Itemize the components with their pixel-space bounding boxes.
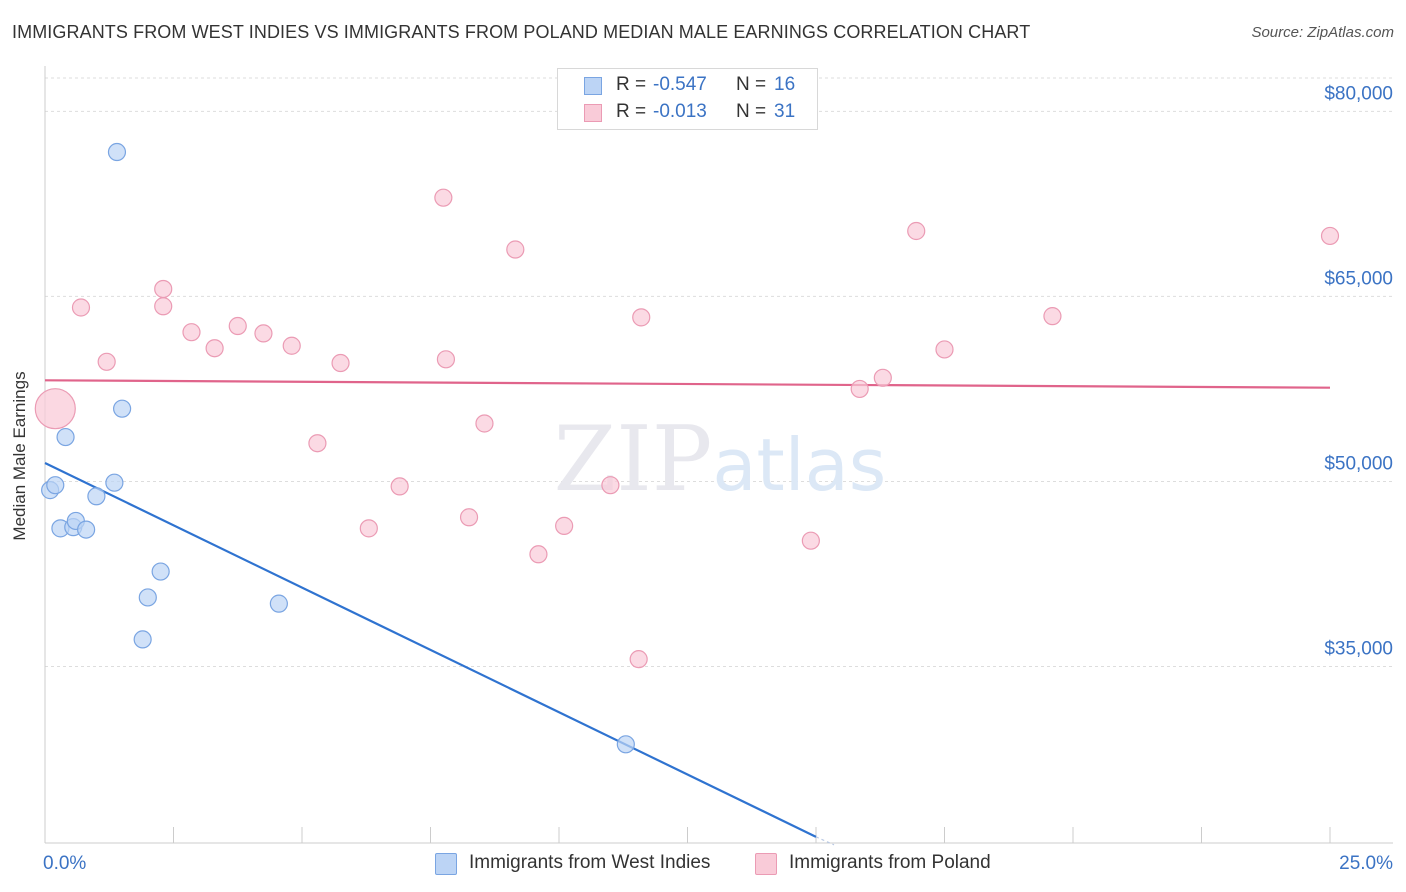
poland-point [632,308,651,327]
poland-point [228,316,247,336]
west-indies-point [151,562,170,581]
x-tick-label: 25.0% [1339,853,1393,874]
poland-point [34,388,76,430]
poland-point [205,339,224,358]
poland-point [475,414,494,433]
poland-point [907,221,926,241]
legend-label: Immigrants from Poland [789,852,991,873]
poland-point [629,650,648,669]
data-points [34,142,1340,754]
west-indies-point [269,594,288,613]
source-credit: Source: ZipAtlas.com [1251,24,1394,41]
legend-label: Immigrants from West Indies [469,852,711,873]
y-tick-label: $50,000 [1324,453,1393,474]
r-label: R = [616,74,647,95]
chart-title: IMMIGRANTS FROM WEST INDIES VS IMMIGRANT… [12,22,1031,42]
poland-point [434,188,453,207]
watermark-atlas: atlas [712,423,886,507]
poland-point [506,240,525,259]
n-label: N = [736,74,767,95]
west-indies-point [87,487,106,506]
r-value: -0.547 [653,74,707,95]
tick-labels: $35,000 $50,000 $65,000 $80,000 0.0% 25.0% [43,83,1393,874]
poland-point [308,434,327,453]
poland-point [71,298,91,317]
west-indies-point [77,520,96,539]
legend: Immigrants from West Indies Immigrants f… [0,852,1406,878]
y-axis-title: Median Male Earnings [10,371,29,541]
west-indies-trend-extension [815,836,835,846]
poland-legend-swatch [755,853,777,875]
west-indies-point [112,399,132,418]
axes [44,66,1393,844]
watermark-zip: ZIP [554,407,713,512]
west-indies-swatch [584,77,602,95]
n-value: 31 [774,101,796,122]
poland-point [254,324,273,343]
watermark: ZIPatlas [554,407,887,512]
west-indies-point [133,630,152,649]
west-indies-point [105,473,124,492]
poland-trend-line [44,379,1331,389]
poland-point [282,336,301,355]
trend-lines [44,379,1331,846]
r-label: R = [616,101,647,122]
poland-point [529,545,548,564]
west-indies-point [56,427,75,447]
poland-point [1320,226,1340,246]
stats-legend-box: R = -0.547 N = 16 R = -0.013 N = 31 [557,68,818,130]
poland-point [390,477,409,496]
west-indies-point [107,142,127,162]
poland-point [801,531,820,550]
poland-point [555,516,574,535]
y-tick-label: $65,000 [1324,268,1393,289]
poland-point [154,297,173,316]
west-indies-point [138,588,157,607]
n-label: N = [736,101,767,122]
r-value: -0.013 [653,101,707,122]
west-indies-point [46,476,65,495]
poland-point [873,368,892,387]
poland-point [182,323,201,342]
poland-point [436,350,456,369]
poland-point [359,519,378,538]
poland-point [935,340,954,359]
poland-point [601,476,620,495]
west-indies-point [616,735,635,754]
poland-point [97,352,116,371]
poland-point [850,379,869,399]
y-tick-label: $35,000 [1324,639,1393,660]
poland-swatch [584,104,602,122]
west-indies-trend-line [44,461,817,838]
poland-point [154,279,173,299]
poland-point [331,353,350,373]
poland-point [459,508,479,527]
poland-point [1043,307,1062,326]
x-tick-label: 0.0% [43,853,86,874]
grid-lines [45,77,1393,668]
y-tick-label: $80,000 [1324,83,1393,104]
n-value: 16 [774,74,796,95]
west-indies-legend-swatch [435,853,457,875]
